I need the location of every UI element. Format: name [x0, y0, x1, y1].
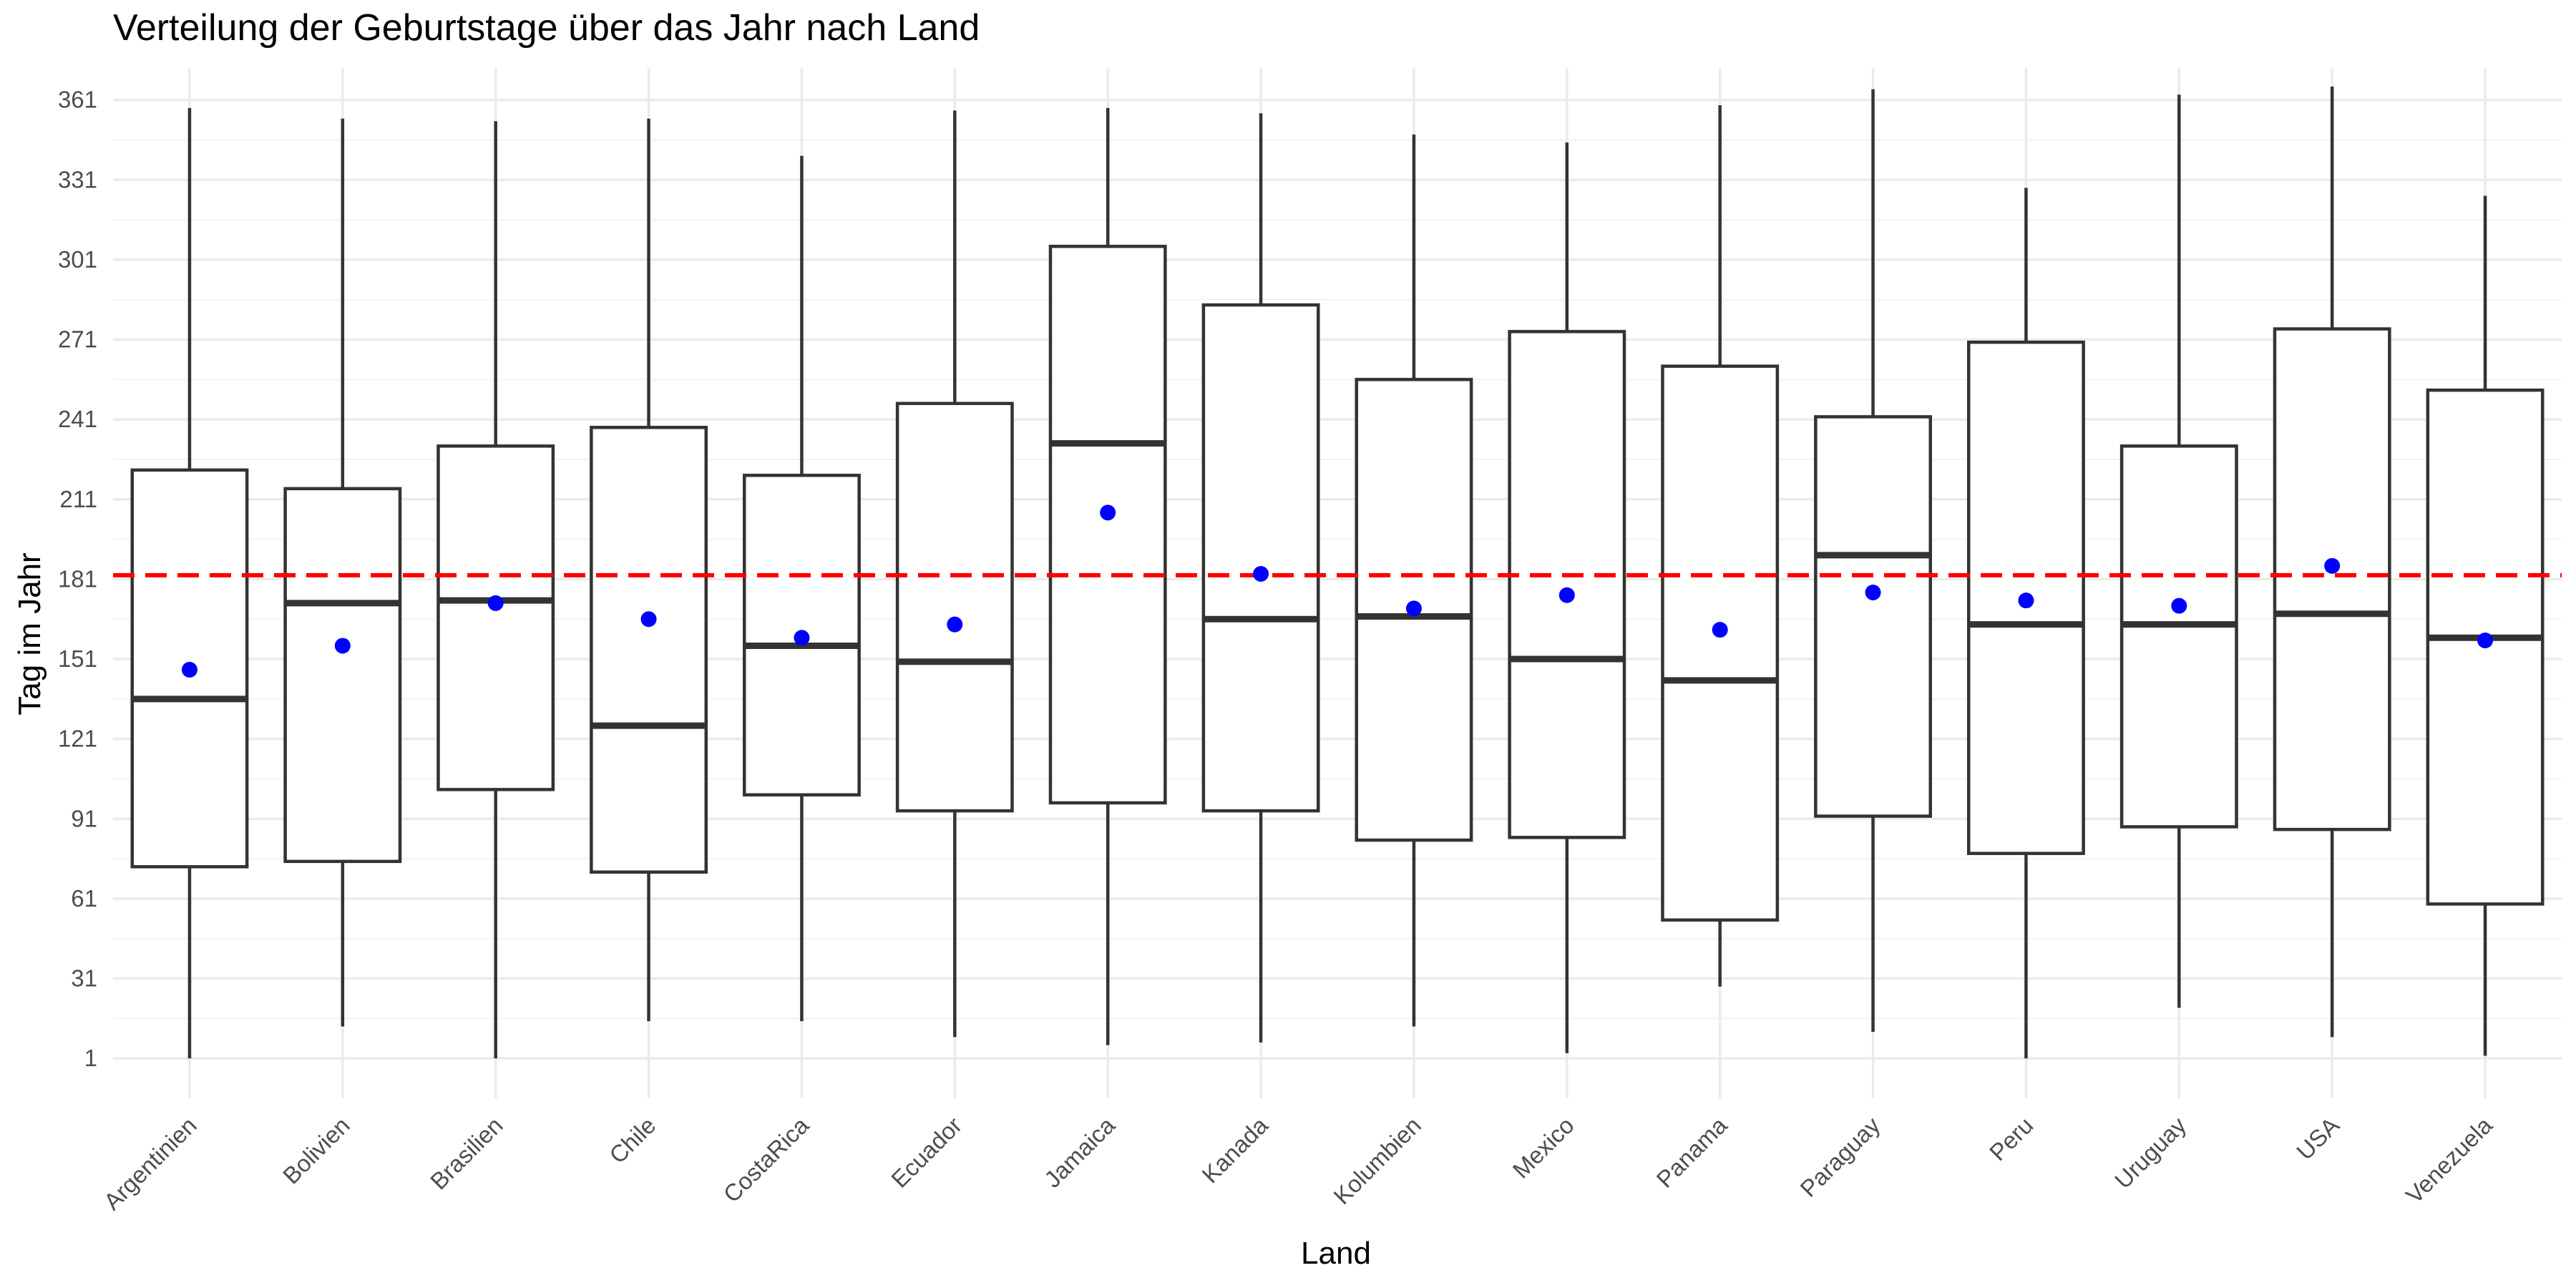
box-Kanada [1201, 113, 1320, 1043]
y-tick-label: 1 [84, 1045, 97, 1071]
y-tick-label: 331 [58, 166, 97, 192]
box-iqr [2273, 327, 2391, 831]
mean-point-Chile [640, 611, 657, 628]
x-tick-label: Bolivien [278, 1112, 355, 1189]
y-tick-label: 31 [71, 965, 97, 992]
mean-point-Bolivien [334, 638, 351, 654]
y-tick-label: 151 [58, 645, 97, 672]
x-tick-label: Brasilien [425, 1112, 508, 1195]
box-iqr [1814, 415, 1933, 818]
y-tick-label: 301 [58, 246, 97, 273]
mean-point-Kanada [1253, 565, 1269, 582]
box-USA [2273, 87, 2391, 1038]
y-axis-title: Tag im Jahr [12, 552, 47, 715]
mean-point-Ecuador [947, 616, 963, 633]
box-Peru [1966, 187, 2085, 1059]
x-tick-label: Mexico [1508, 1112, 1579, 1184]
box-Brasilien [436, 121, 555, 1059]
y-tick-label: 181 [58, 565, 97, 592]
boxes [130, 87, 2545, 1059]
mean-point-Venezuela [2477, 633, 2494, 648]
y-tick-label: 361 [58, 87, 97, 113]
mean-point-Panama [1712, 622, 1728, 638]
x-axis-ticks: Argentinien Bolivien Brasilien Chile CostaRi… [99, 1111, 2498, 1215]
x-tick-label: Ecuador [886, 1112, 967, 1193]
mean-point-CostaRica [794, 630, 810, 646]
box-Bolivien [283, 118, 402, 1027]
box-iqr [283, 487, 402, 864]
box-iqr [590, 426, 708, 874]
box-iqr [2119, 444, 2238, 829]
y-axis-ticks: 1 31 61 91 121 151 181 211 241 271 301 331 361 [58, 87, 97, 1072]
x-tick-label: Panama [1652, 1111, 1733, 1193]
x-tick-label: Kolumbien [1328, 1112, 1425, 1209]
mean-point-Kolumbien [1405, 600, 1422, 617]
box-Argentinien [130, 107, 249, 1059]
box-iqr [1661, 364, 1780, 922]
box-Ecuador [895, 110, 1014, 1038]
box-iqr [436, 444, 555, 791]
mean-point-Argentinien [181, 661, 197, 678]
x-tick-label: USA [2291, 1112, 2344, 1165]
x-tick-label: Paraguay [1795, 1111, 1885, 1201]
box-iqr [1508, 330, 1626, 839]
x-tick-label: Peru [1984, 1112, 2038, 1166]
box-Uruguay [2119, 94, 2238, 1008]
mean-point-USA [2324, 557, 2341, 574]
y-tick-label: 61 [71, 885, 97, 912]
y-tick-label: 121 [58, 726, 97, 752]
x-tick-label: Venezuela [2401, 1111, 2498, 1209]
box-Venezuela [2426, 195, 2545, 1056]
x-tick-label: Jamaica [1039, 1111, 1121, 1193]
box-Jamaica [1048, 107, 1167, 1045]
y-tick-label: 211 [59, 486, 97, 512]
y-tick-label: 271 [58, 326, 97, 353]
box-Chile [590, 118, 708, 1022]
box-iqr [1201, 303, 1320, 813]
box-Paraguay [1814, 89, 1933, 1032]
box-Kolumbien [1355, 135, 1473, 1027]
box-Panama [1661, 105, 1780, 987]
box-CostaRica [742, 155, 861, 1022]
mean-point-Mexico [1558, 587, 1575, 603]
x-tick-label: Uruguay [2109, 1111, 2192, 1194]
mean-point-Paraguay [1865, 585, 1881, 601]
mean-point-Uruguay [2171, 597, 2187, 614]
box-iqr [895, 401, 1014, 813]
x-axis-title: Land [1301, 1236, 1371, 1271]
x-tick-label: Kanada [1196, 1111, 1273, 1188]
x-tick-label: CostaRica [718, 1111, 814, 1207]
chart-title: Verteilung der Geburtstage über das Jahr… [113, 7, 980, 49]
mean-point-Jamaica [1100, 504, 1116, 521]
y-tick-label: 91 [71, 805, 97, 831]
y-tick-label: 241 [58, 406, 97, 432]
x-tick-label: Chile [604, 1112, 660, 1169]
mean-point-Brasilien [487, 595, 504, 611]
box-iqr [1048, 245, 1167, 805]
box-Mexico [1508, 142, 1626, 1053]
x-tick-label: Argentinien [99, 1112, 202, 1215]
mean-points [181, 504, 2494, 678]
mean-point-Peru [2018, 592, 2034, 609]
